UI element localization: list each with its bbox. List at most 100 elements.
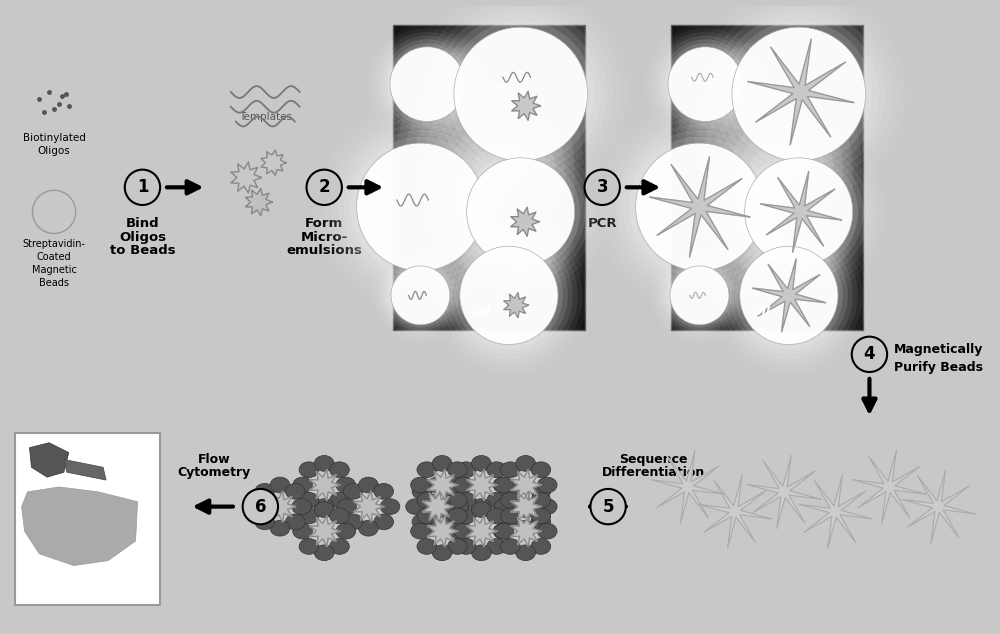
Ellipse shape [500,508,520,524]
Ellipse shape [292,499,311,514]
Ellipse shape [700,82,834,273]
Polygon shape [698,475,771,548]
Bar [15,433,160,605]
Circle shape [725,231,853,359]
Ellipse shape [448,508,467,524]
Circle shape [445,231,573,359]
Ellipse shape [472,501,491,517]
Polygon shape [309,515,340,547]
Circle shape [383,39,472,129]
Ellipse shape [412,514,432,530]
Circle shape [391,266,450,325]
Ellipse shape [412,484,432,499]
Ellipse shape [330,462,349,477]
Ellipse shape [487,508,506,524]
Polygon shape [512,91,540,120]
Ellipse shape [454,523,474,539]
Circle shape [441,14,601,174]
Ellipse shape [393,41,585,314]
Text: Templates: Templates [239,112,292,122]
Ellipse shape [531,508,551,524]
Ellipse shape [255,484,275,499]
Text: Coated: Coated [37,252,71,262]
Text: 3: 3 [596,178,608,197]
Circle shape [125,170,160,205]
Polygon shape [467,515,497,547]
Circle shape [623,131,776,283]
Circle shape [337,124,503,290]
Ellipse shape [472,545,491,560]
Ellipse shape [299,508,319,524]
Text: Oil: Oil [752,305,771,318]
Circle shape [455,242,563,349]
Polygon shape [64,460,106,480]
Ellipse shape [374,484,394,499]
Text: Sequence: Sequence [619,453,688,465]
Text: to Beads: to Beads [110,244,175,257]
Ellipse shape [709,95,824,260]
Circle shape [440,226,578,364]
Circle shape [243,489,278,524]
Text: 2: 2 [318,178,330,197]
Circle shape [661,257,738,333]
Ellipse shape [516,545,535,560]
Ellipse shape [285,484,305,499]
Ellipse shape [443,484,462,499]
Ellipse shape [690,68,843,287]
Ellipse shape [336,477,356,493]
Ellipse shape [441,109,537,246]
Polygon shape [22,487,138,566]
Circle shape [447,20,594,167]
Polygon shape [265,491,296,522]
Ellipse shape [516,455,535,471]
Ellipse shape [443,514,462,530]
Ellipse shape [500,493,520,508]
Ellipse shape [285,514,305,530]
Text: Bind: Bind [126,217,159,230]
Ellipse shape [412,68,565,287]
Circle shape [720,226,858,364]
Ellipse shape [270,521,290,536]
Ellipse shape [516,477,535,493]
Polygon shape [511,491,541,522]
Polygon shape [649,157,750,257]
Ellipse shape [531,462,551,477]
Polygon shape [427,470,458,500]
Ellipse shape [537,499,557,514]
Ellipse shape [249,499,268,514]
Ellipse shape [427,521,447,536]
Ellipse shape [330,539,349,554]
Text: 5: 5 [602,498,614,515]
Circle shape [604,111,795,303]
Ellipse shape [748,150,786,205]
Ellipse shape [337,499,357,514]
Circle shape [382,257,459,333]
Ellipse shape [531,514,551,530]
Ellipse shape [314,455,334,471]
Circle shape [357,143,484,271]
Bar [671,25,863,330]
Ellipse shape [472,499,491,514]
Ellipse shape [417,493,437,508]
Circle shape [344,131,497,283]
Text: Oil: Oil [472,305,491,318]
Text: Biotinylated: Biotinylated [23,133,85,143]
Polygon shape [748,39,854,145]
Circle shape [667,263,732,328]
Circle shape [699,0,899,194]
Ellipse shape [719,109,815,246]
Ellipse shape [293,523,312,539]
Ellipse shape [343,514,363,530]
Ellipse shape [738,136,796,219]
Polygon shape [747,455,821,529]
Ellipse shape [403,54,575,301]
Circle shape [657,36,754,133]
Ellipse shape [406,499,425,514]
Polygon shape [422,491,453,522]
Ellipse shape [494,499,514,514]
Ellipse shape [671,41,863,314]
Ellipse shape [432,501,452,517]
Ellipse shape [487,539,506,554]
Circle shape [668,47,743,122]
Circle shape [739,152,858,271]
